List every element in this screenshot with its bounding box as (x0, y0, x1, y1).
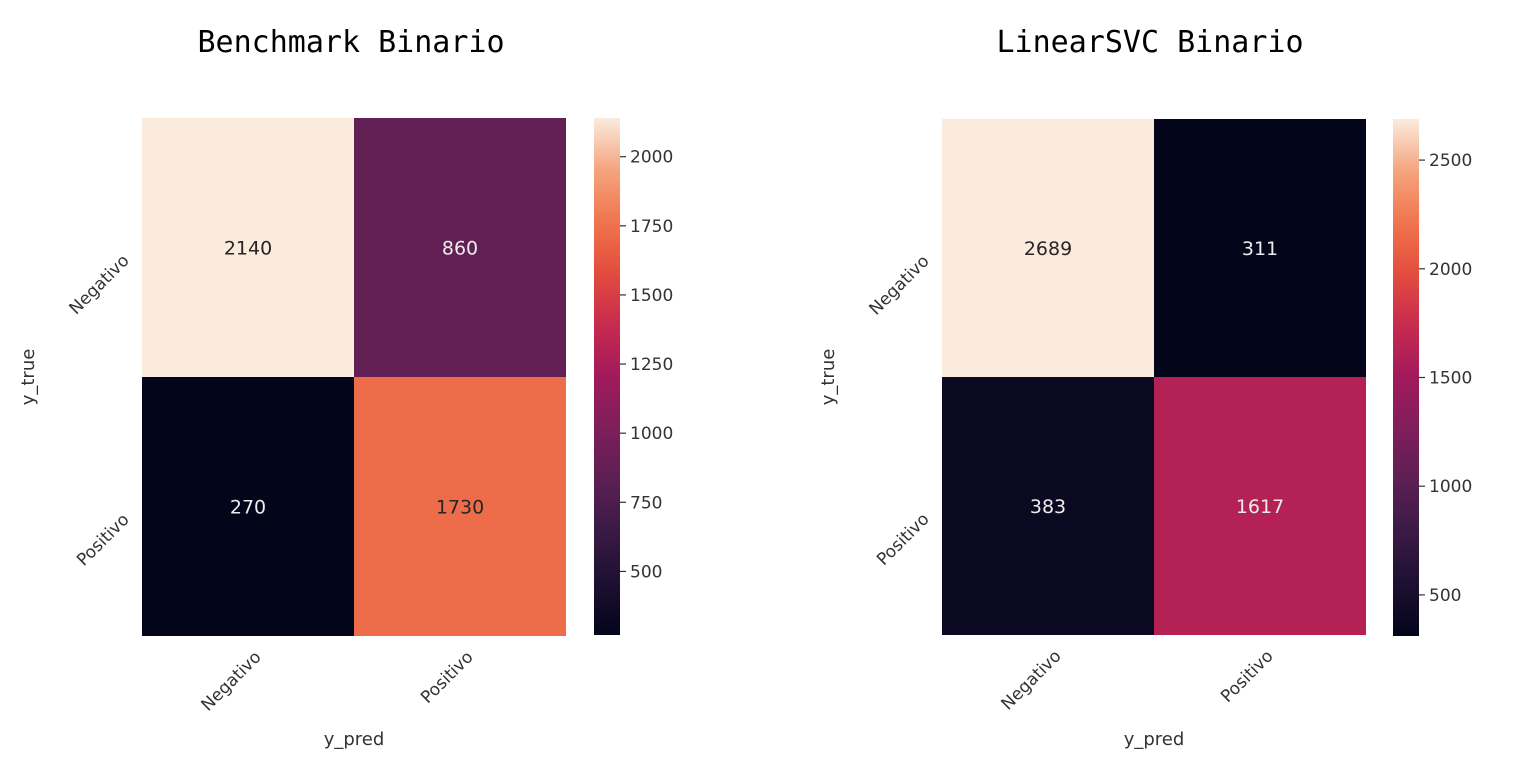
heatmap-cell (1154, 119, 1366, 377)
cell-value-label: 2140 (224, 238, 272, 260)
cell-value-label: 2689 (1024, 238, 1072, 260)
heatmap-cell (1154, 377, 1366, 635)
x-tick-label: Positivo (417, 647, 477, 707)
colorbar (594, 118, 620, 635)
y-axis-label: y_true (18, 349, 39, 406)
colorbar-tick-label: 2500 (1429, 151, 1472, 171)
colorbar-tick-label: 1250 (630, 355, 673, 375)
colorbar-tick-label: 2000 (1429, 260, 1472, 280)
cell-value-label: 311 (1242, 238, 1278, 260)
y-tick-label: Negativo (65, 251, 133, 319)
colorbar-tick-label: 1000 (630, 424, 673, 444)
y-axis-label: y_true (818, 349, 839, 406)
colorbar-tick-label: 500 (630, 562, 662, 582)
colorbar-tick-label: 1750 (630, 217, 673, 237)
chart-title: LinearSVC Binario (996, 25, 1303, 60)
colorbar-tick-label: 2000 (630, 148, 673, 168)
heatmap-cell (942, 377, 1154, 635)
heatmap-cell (142, 118, 354, 377)
colorbar-tick-label: 1500 (1429, 369, 1472, 389)
x-axis-label: y_pred (324, 729, 385, 750)
heatmap-cell (354, 118, 566, 377)
colorbar-tick-label: 500 (1429, 586, 1461, 606)
colorbar (1393, 119, 1419, 636)
heatmap-panel-linearsvc: LinearSVC Binario 2689 311 383 1617 Negativo P… (818, 25, 1472, 750)
y-tick-label: Negativo (865, 251, 933, 319)
heatmap-cell (942, 119, 1154, 377)
cell-value-label: 1617 (1236, 496, 1284, 518)
colorbar-tick-label: 750 (630, 493, 662, 513)
y-tick-label: Positivo (73, 510, 133, 570)
heatmap-cell (142, 377, 354, 636)
cell-value-label: 1730 (436, 497, 484, 519)
cell-value-label: 383 (1030, 496, 1066, 518)
cell-value-label: 270 (230, 497, 266, 519)
y-tick-label: Positivo (873, 509, 933, 569)
x-tick-label: Positivo (1217, 646, 1277, 706)
colorbar-tick-label: 1500 (630, 286, 673, 306)
colorbar-tick-label: 1000 (1429, 477, 1472, 497)
x-tick-label: Negativo (997, 646, 1065, 714)
chart-title: Benchmark Binario (197, 25, 504, 60)
heatmap-cell (354, 377, 566, 636)
x-tick-label: Negativo (197, 647, 265, 715)
x-axis-label: y_pred (1124, 729, 1185, 750)
cell-value-label: 860 (442, 238, 478, 260)
heatmap-panel-benchmark: Benchmark Binario 2140 860 270 1730 Negativo P… (18, 25, 673, 750)
